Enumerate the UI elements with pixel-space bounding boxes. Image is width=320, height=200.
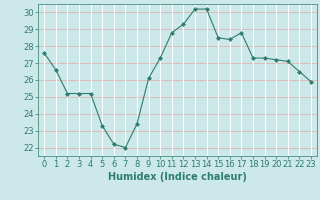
X-axis label: Humidex (Indice chaleur): Humidex (Indice chaleur) — [108, 172, 247, 182]
